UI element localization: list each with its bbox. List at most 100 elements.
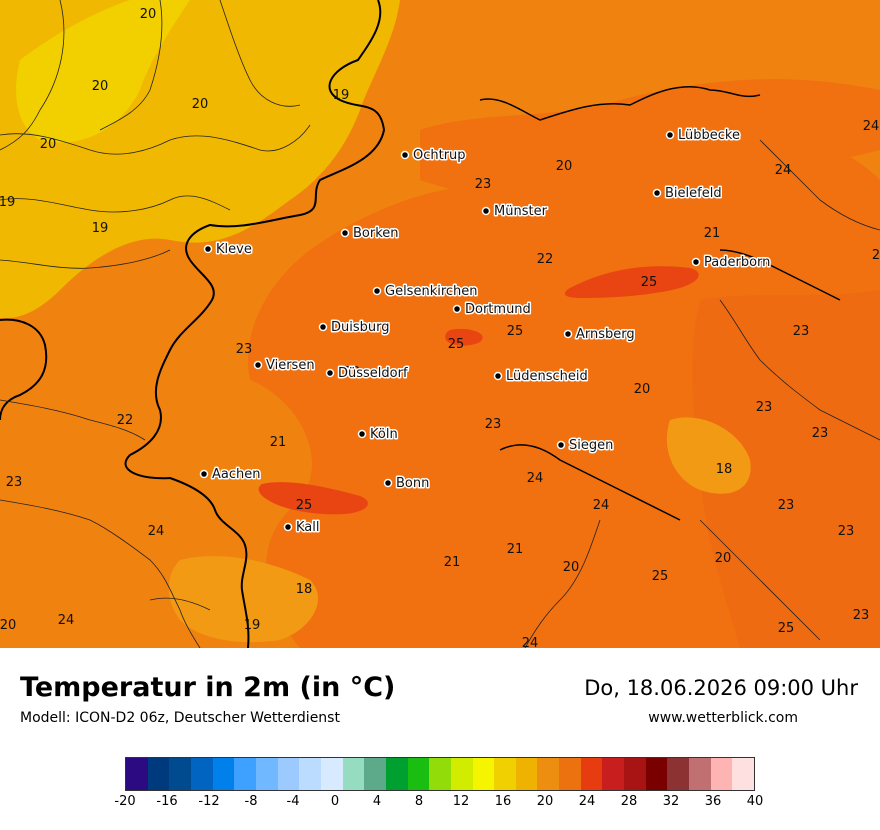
city-dot [665, 130, 675, 140]
city-dot [199, 469, 209, 479]
temperature-value-label: 23 [475, 177, 492, 192]
temperature-value-label: 25 [641, 275, 658, 290]
temperature-value-label: 19 [333, 88, 350, 103]
temperature-value-label: 23 [853, 608, 870, 623]
temperature-value-label: 24 [148, 524, 165, 539]
legend-tick-label: 0 [330, 794, 340, 809]
forecast-datetime: Do, 18.06.2026 09:00 Uhr [584, 676, 858, 700]
temperature-value-label: 25 [448, 337, 465, 352]
county-lines [0, 0, 880, 648]
city-label: Siegen [569, 438, 613, 453]
city-marker: Siegen [556, 437, 615, 455]
temperature-value-label: 22 [537, 252, 554, 267]
national-border-west [0, 318, 48, 421]
city-label: Ochtrup [413, 148, 466, 163]
legend-swatch [147, 758, 170, 790]
legend-tick-label: -20 [114, 794, 136, 809]
state-border [124, 0, 386, 648]
legend-swatch [364, 758, 386, 790]
city-label: Bonn [396, 476, 429, 491]
city-dot [691, 257, 701, 267]
zone-warm-north [420, 79, 880, 204]
zone-warm-east [692, 290, 880, 648]
city-label: Duisburg [331, 320, 390, 335]
city-label: Münster [494, 204, 548, 219]
legend-swatch [190, 758, 213, 790]
legend-swatch [732, 758, 755, 790]
city-marker: Arnsberg [563, 326, 636, 344]
city-label: Borken [353, 226, 399, 241]
city-dot [357, 429, 367, 439]
city-dot [203, 244, 213, 254]
temperature-value-label: 20 [634, 382, 651, 397]
map-title: Temperatur in 2m (in °C) [20, 672, 396, 703]
city-marker: Aachen [199, 466, 262, 484]
legend-swatch [559, 758, 581, 790]
city-marker: Borken [340, 225, 400, 243]
city-marker: Köln [357, 426, 399, 444]
city-dot [400, 150, 410, 160]
legend-swatch [580, 758, 603, 790]
legend-swatch [234, 758, 256, 790]
legend-swatch [624, 758, 646, 790]
legend-tick-label: 28 [620, 794, 638, 809]
city-dot [452, 304, 462, 314]
legend-tick-label: 36 [704, 794, 722, 809]
temperature-value-label: 23 [838, 524, 855, 539]
temperature-value-label: 20 [40, 137, 57, 152]
zone-hot-kall [258, 482, 368, 515]
legend-swatch [277, 758, 300, 790]
temperature-value-label: 20 [715, 551, 732, 566]
city-marker: Duisburg [318, 319, 391, 337]
legend-swatch [385, 758, 408, 790]
city-dot [253, 360, 263, 370]
temperature-value-label: 2 [872, 248, 880, 263]
city-label: Köln [370, 427, 398, 442]
legend-tick-label: 32 [662, 794, 680, 809]
city-label: Paderborn [704, 255, 770, 270]
city-dot [493, 371, 503, 381]
city-dot [652, 188, 662, 198]
city-label: Lüdenscheid [506, 369, 588, 384]
temperature-value-label: 24 [522, 636, 539, 648]
temperature-value-label: 19 [0, 195, 15, 210]
city-label: Viersen [266, 358, 315, 373]
temperature-value-label: 21 [507, 542, 524, 557]
temperature-value-label: 25 [507, 324, 524, 339]
legend-swatch [645, 758, 668, 790]
city-marker: Kall [283, 519, 321, 537]
legend-swatch [515, 758, 538, 790]
temperature-value-label: 21 [444, 555, 461, 570]
city-dot [481, 206, 491, 216]
city-dot [556, 440, 566, 450]
legend-tick-label: 4 [372, 794, 382, 809]
legend-swatch [320, 758, 343, 790]
city-marker: Gelsenkirchen [372, 283, 479, 301]
legend-tick-label: 24 [578, 794, 596, 809]
city-dot [563, 329, 573, 339]
city-label: Lübbecke [678, 128, 740, 143]
legend-swatch [537, 758, 560, 790]
temperature-value-label: 18 [716, 462, 733, 477]
legend-swatch [667, 758, 690, 790]
city-marker: Lübbecke [665, 127, 741, 145]
temperature-value-label: 23 [236, 342, 253, 357]
temperature-value-label: 23 [778, 498, 795, 513]
state-border-east [479, 86, 841, 521]
city-label: Bielefeld [665, 186, 722, 201]
temperature-value-label: 19 [244, 618, 261, 633]
legend-swatch [169, 758, 191, 790]
color-legend [125, 757, 755, 791]
temperature-map: 20 20 19 20 24 20 20 24 23 19 19 21 2 22 25 25 23 25 23 22 2… [0, 0, 880, 648]
legend-swatch [299, 758, 321, 790]
legend-swatch [429, 758, 451, 790]
temperature-value-label: 23 [6, 475, 23, 490]
model-info: Modell: ICON-D2 06z, Deutscher Wetterdie… [20, 710, 340, 726]
temperature-value-label: 23 [812, 426, 829, 441]
website-link[interactable]: www.wetterblick.com [648, 710, 798, 726]
city-marker: Kleve [203, 241, 253, 259]
temperature-value-label: 18 [296, 582, 313, 597]
city-marker: Viersen [253, 357, 316, 375]
temperature-value-label: 22 [344, 365, 361, 380]
temperature-value-label: 20 [140, 7, 157, 22]
